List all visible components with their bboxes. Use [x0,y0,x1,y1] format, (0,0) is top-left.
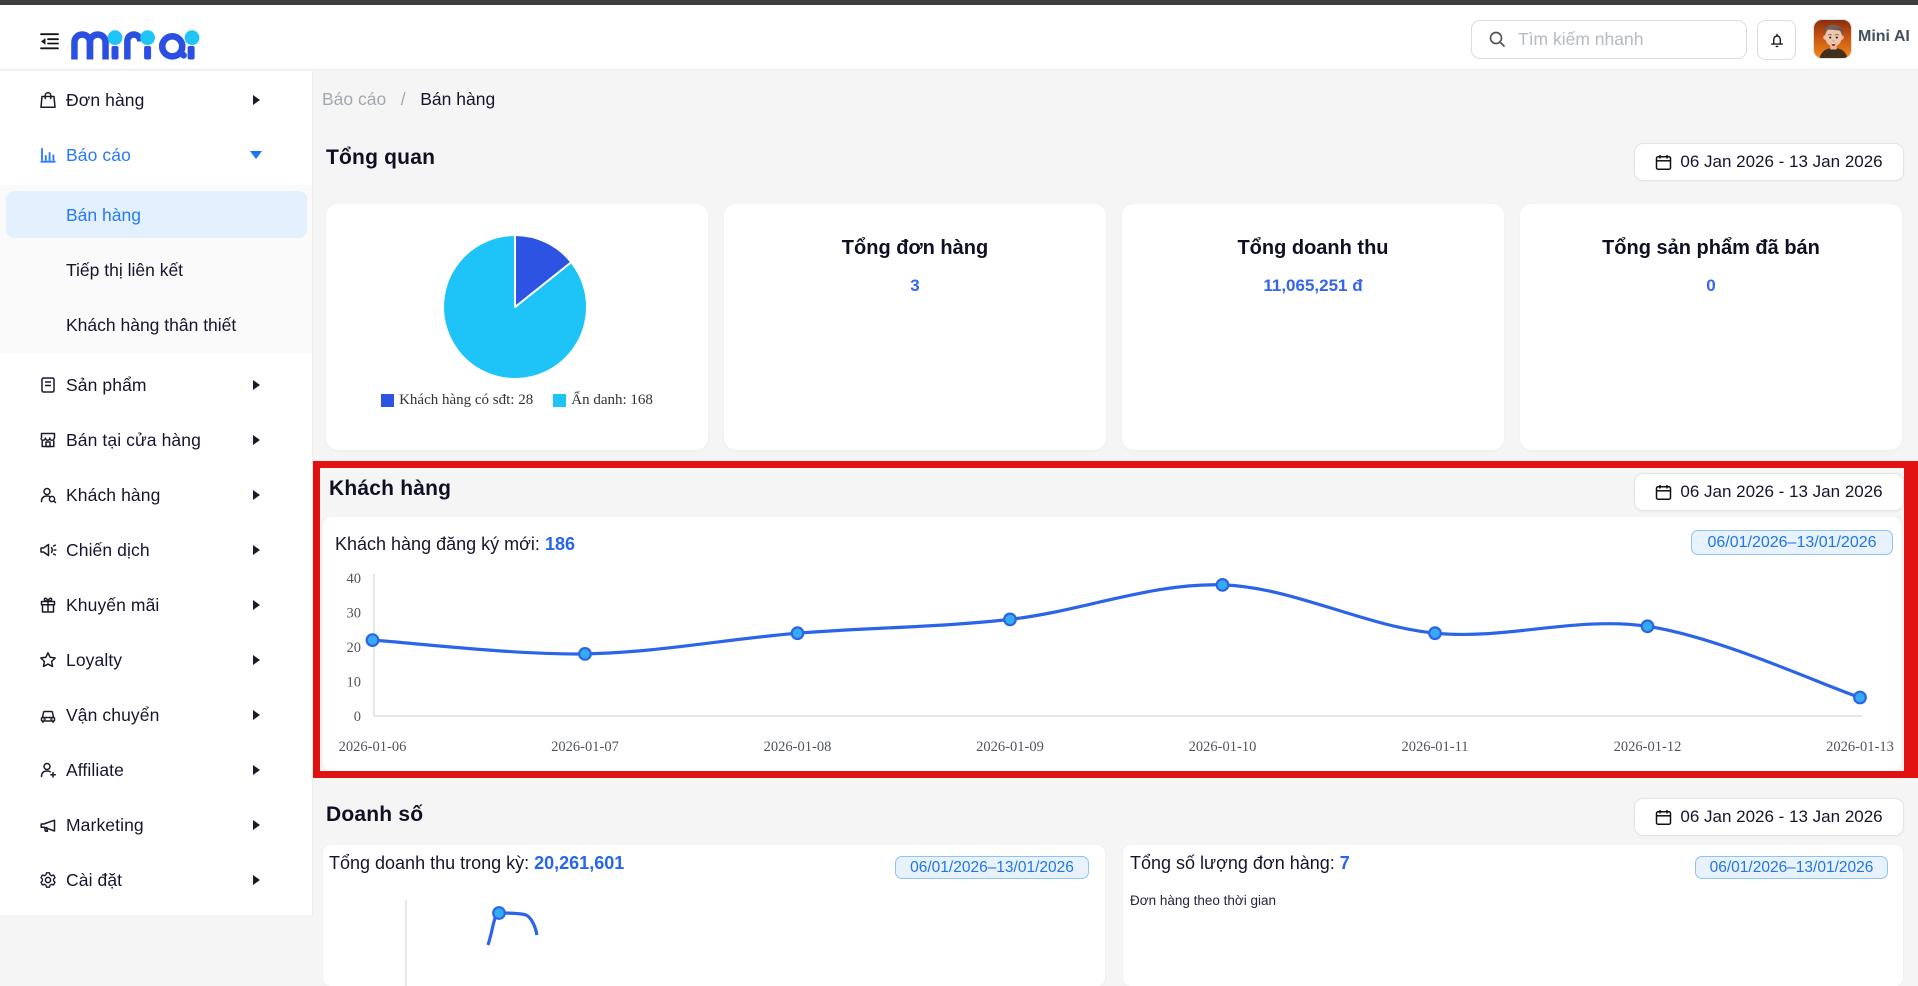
svg-text:2026-01-08: 2026-01-08 [764,739,832,755]
svg-text:30: 30 [347,606,362,622]
svg-text:2026-01-13: 2026-01-13 [1826,739,1894,755]
svg-text:2026-01-12: 2026-01-12 [1614,739,1682,755]
svg-text:2026-01-06: 2026-01-06 [339,739,407,755]
svg-text:20: 20 [347,640,362,656]
svg-text:2026-01-07: 2026-01-07 [551,739,619,755]
svg-text:2026-01-10: 2026-01-10 [1189,739,1257,755]
svg-text:2026-01-09: 2026-01-09 [976,739,1044,755]
svg-text:40: 40 [347,571,362,587]
svg-text:10: 10 [347,675,362,691]
svg-text:2026-01-11: 2026-01-11 [1401,739,1468,755]
svg-text:0: 0 [354,709,361,725]
